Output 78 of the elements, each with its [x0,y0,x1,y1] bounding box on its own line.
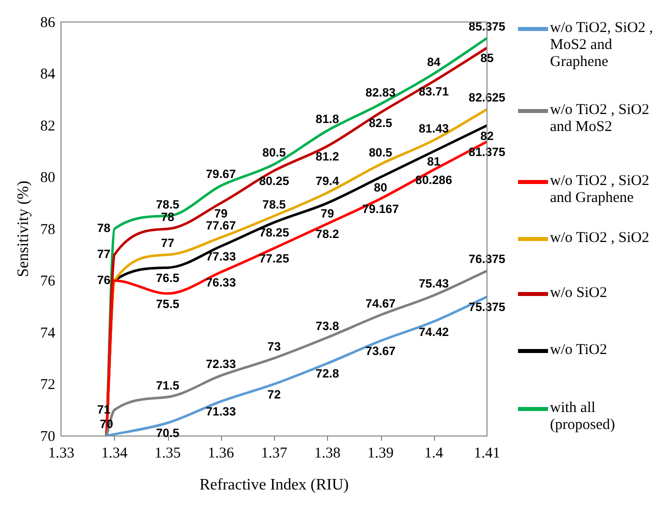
data-label: 80 [374,180,388,194]
y-tick-label: 72 [40,377,56,394]
y-tick-label: 74 [40,325,56,342]
data-label: 77.67 [206,218,236,233]
data-label: 78.5 [156,197,180,212]
y-tick-label: 84 [40,66,56,83]
y-tick-label: 82 [40,118,56,134]
data-label: 73.67 [366,344,396,358]
data-label: 79.67 [206,167,236,182]
x-tick-label: 1.41 [474,446,500,462]
data-label: 85.375 [468,19,506,34]
x-tick-label: 1.36 [208,446,234,462]
data-label: 81.8 [316,112,340,126]
data-label: 70.5 [156,426,180,440]
data-label: 84 [427,55,441,70]
legend-label: w/o TiO2 , SiO2 and MoS2 [550,102,650,136]
y-tick-label: 76 [40,274,56,290]
data-label: 82.83 [366,85,396,100]
legend-label: with all (proposed) [550,400,616,434]
data-label: 74.42 [418,324,450,339]
data-label: 81 [427,154,441,169]
data-label: 80.25 [259,174,290,188]
x-tick-label: 1.35 [154,446,181,462]
data-label: 75.375 [468,300,506,314]
data-label: 71.5 [156,378,180,392]
data-label: 81.43 [418,122,450,136]
legend-label: w/o TiO2 [550,342,608,359]
x-tick-label: 1.38 [314,446,340,462]
data-label: 79 [320,206,334,220]
legend-label: w/o TiO2 , SiO2 and Graphene [550,173,650,207]
data-label: 74.67 [366,296,396,310]
data-label: 79.167 [362,202,400,216]
data-label: 77.25 [259,252,290,266]
data-label: 75.5 [156,296,180,311]
data-label: 83.71 [418,84,450,99]
y-tick-label: 70 [40,428,56,445]
data-label: 79 [214,206,228,220]
data-label: 80.286 [415,173,452,188]
y-tick-label: 78 [40,222,56,238]
data-label: 85 [480,51,494,66]
data-label: 81.375 [468,144,506,159]
data-label: 77 [160,236,175,250]
data-label: 80.5 [262,146,286,160]
legend-label: w/o SiO2 [550,285,608,302]
x-tick-label: 1.33 [48,446,74,462]
data-label: 72.8 [316,366,340,381]
data-label: 73.8 [316,318,340,333]
x-tick-label: 1.37 [260,446,288,462]
data-label: 77 [97,247,111,262]
data-label: 76.5 [156,271,180,286]
x-tick-label: 1.34 [101,446,128,462]
data-label: 82 [480,128,494,143]
data-label: 82.5 [368,116,393,130]
data-label: 82.625 [468,90,506,105]
data-label: 71.33 [206,404,236,419]
x-tick-label: 1.4 [424,446,444,462]
y-axis-title: Sensitivity (%) [14,180,32,278]
x-axis-title: Refractive Index (RIU) [199,476,349,494]
data-label: 75.43 [418,276,450,291]
data-label: 76.375 [468,252,506,266]
data-label: 78.5 [262,197,286,212]
y-tick-label: 80 [40,170,56,186]
y-tick-label: 86 [40,15,56,31]
data-label: 79.4 [316,174,340,188]
data-label: 76.33 [206,275,236,290]
x-tick-label: 1.39 [367,446,394,462]
legend-label: w/o TiO2, SiO2 , MoS2 and Graphene [550,20,654,71]
data-label: 72.33 [206,356,236,371]
data-label: 80.5 [368,146,393,160]
data-label: 78 [97,221,111,236]
data-label: 78.2 [316,227,340,242]
data-label: 76 [97,272,111,287]
data-label: 73 [267,340,282,354]
data-label: 72 [267,387,282,402]
data-label: 81.2 [316,149,340,164]
legend-label: w/o TiO2 , SiO2 [550,230,650,247]
data-label: 78.25 [259,226,290,240]
data-label: 77.33 [206,250,236,264]
